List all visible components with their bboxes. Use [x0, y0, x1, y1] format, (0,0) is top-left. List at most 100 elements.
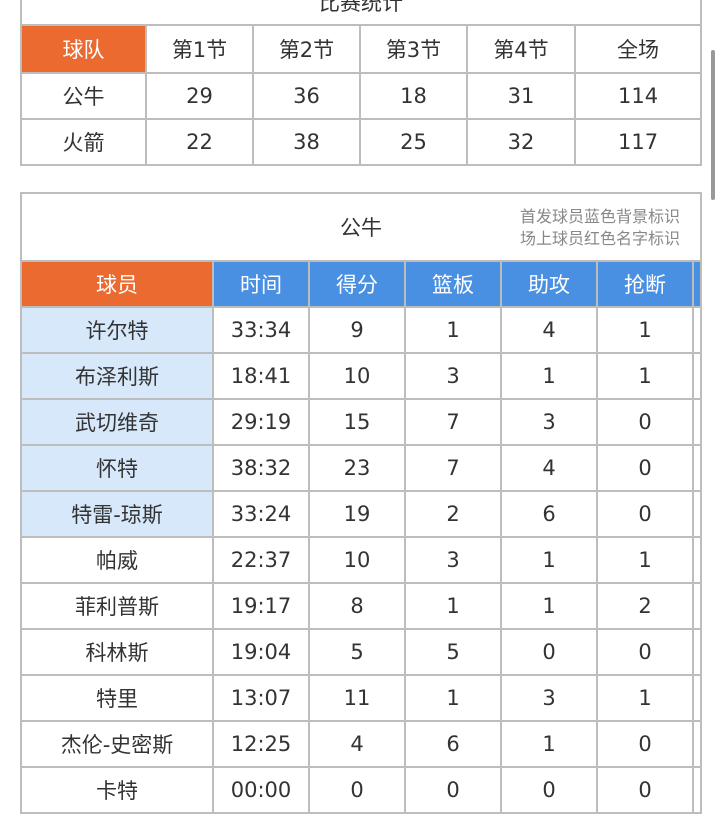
score-cell: 25 — [359, 118, 468, 166]
column-header: 篮板 — [404, 260, 502, 308]
player-row: 特雷-琼斯 33:24 19 2 6 0 — [20, 490, 703, 538]
player-row: 帕威 22:37 10 3 1 1 — [20, 536, 703, 584]
score-cell: 36 — [252, 72, 361, 120]
player-row: 怀特 38:32 23 7 4 0 — [20, 444, 703, 492]
stat-cell: 5 — [308, 628, 406, 676]
player-row: 布泽利斯 18:41 10 3 1 1 — [20, 352, 703, 400]
stat-cell: 19:04 — [212, 628, 310, 676]
stat-cell: 11 — [308, 674, 406, 722]
note-starter: 首发球员蓝色背景标识 — [520, 207, 681, 226]
player-name: 杰伦-史密斯 — [20, 720, 214, 768]
table-row: 火箭 22 38 25 32 117 — [20, 118, 703, 166]
player-row: 许尔特 33:34 9 1 4 1 — [20, 306, 703, 354]
player-name: 科林斯 — [20, 628, 214, 676]
legend-note: 首发球员蓝色背景标识 场上球员红色名字标识 — [520, 206, 680, 250]
player-name: 特雷-琼斯 — [20, 490, 214, 538]
player-stats-table: 公牛 首发球员蓝色背景标识 场上球员红色名字标识 球员 时间 得分 篮板 助攻 抢断 许尔特… — [19, 192, 703, 814]
stat-cell: 1 — [404, 674, 502, 722]
stat-cell: 22:37 — [212, 536, 310, 584]
stat-cell: 1 — [596, 352, 694, 400]
score-title: 比赛统计 — [19, 0, 703, 26]
stat-cell: 1 — [404, 306, 502, 354]
team-cell: 火箭 — [20, 118, 147, 166]
player-name: 卡特 — [20, 766, 214, 814]
stat-cell: 8 — [308, 582, 406, 630]
score-title-row: 比赛统计 — [19, 0, 703, 26]
score-cell: 31 — [466, 72, 576, 120]
column-header: 第4节 — [466, 24, 576, 74]
stat-cell: 0 — [596, 398, 694, 446]
scrollbar[interactable] — [711, 50, 715, 200]
overflow-cell — [691, 352, 703, 400]
player-name: 特里 — [20, 674, 214, 722]
stat-cell: 3 — [404, 536, 502, 584]
score-cell: 38 — [252, 118, 361, 166]
player-header-row: 球员 时间 得分 篮板 助攻 抢断 — [20, 260, 703, 308]
stat-cell: 2 — [404, 490, 502, 538]
stat-cell: 19:17 — [212, 582, 310, 630]
score-cell: 22 — [145, 118, 254, 166]
column-header: 全场 — [573, 24, 703, 74]
column-header-overflow — [691, 260, 703, 308]
overflow-cell — [691, 398, 703, 446]
overflow-cell — [691, 536, 703, 584]
stat-cell: 33:24 — [212, 490, 310, 538]
column-header: 第1节 — [145, 24, 254, 74]
stat-cell: 0 — [596, 628, 694, 676]
stat-cell: 3 — [500, 398, 598, 446]
stat-cell: 1 — [500, 536, 598, 584]
stat-cell: 4 — [500, 306, 598, 354]
stat-cell: 1 — [404, 582, 502, 630]
stat-cell: 23 — [308, 444, 406, 492]
stat-cell: 2 — [596, 582, 694, 630]
stat-cell: 33:34 — [212, 306, 310, 354]
stat-cell: 4 — [308, 720, 406, 768]
score-cell: 114 — [573, 72, 703, 120]
score-cell: 32 — [466, 118, 576, 166]
stat-cell: 12:25 — [212, 720, 310, 768]
stat-cell: 6 — [404, 720, 502, 768]
score-cell: 18 — [359, 72, 468, 120]
column-header: 抢断 — [596, 260, 694, 308]
note-on-court: 场上球员红色名字标识 — [520, 229, 681, 248]
stat-cell: 0 — [596, 444, 694, 492]
team-cell: 公牛 — [20, 72, 147, 120]
stat-cell: 1 — [596, 306, 694, 354]
overflow-cell — [691, 582, 703, 630]
score-header-row: 球队 第1节 第2节 第3节 第4节 全场 — [20, 24, 703, 74]
score-cell: 29 — [145, 72, 254, 120]
stat-cell: 0 — [404, 766, 502, 814]
stat-cell: 0 — [596, 766, 694, 814]
stat-cell: 10 — [308, 352, 406, 400]
column-header: 第2节 — [252, 24, 361, 74]
overflow-cell — [691, 306, 703, 354]
player-name: 帕威 — [20, 536, 214, 584]
column-header: 球员 — [20, 260, 214, 308]
stat-cell: 15 — [308, 398, 406, 446]
stat-cell: 0 — [596, 720, 694, 768]
player-name: 布泽利斯 — [20, 352, 214, 400]
stat-cell: 3 — [500, 674, 598, 722]
team-header: 公牛 首发球员蓝色背景标识 场上球员红色名字标识 — [19, 192, 703, 262]
stat-cell: 1 — [500, 720, 598, 768]
overflow-cell — [691, 720, 703, 768]
stat-cell: 38:32 — [212, 444, 310, 492]
stat-cell: 7 — [404, 444, 502, 492]
player-row: 科林斯 19:04 5 5 0 0 — [20, 628, 703, 676]
player-name: 怀特 — [20, 444, 214, 492]
column-header: 第3节 — [359, 24, 468, 74]
stat-cell: 1 — [500, 582, 598, 630]
stat-cell: 1 — [596, 674, 694, 722]
column-header: 得分 — [308, 260, 406, 308]
score-table: 比赛统计 球队 第1节 第2节 第3节 第4节 全场 公牛 29 36 18 31 114 火箭 22 38 2… — [19, 0, 703, 166]
stat-cell: 1 — [596, 536, 694, 584]
overflow-cell — [691, 444, 703, 492]
stat-cell: 9 — [308, 306, 406, 354]
column-header: 助攻 — [500, 260, 598, 308]
stat-cell: 1 — [500, 352, 598, 400]
player-name: 许尔特 — [20, 306, 214, 354]
stat-cell: 4 — [500, 444, 598, 492]
player-row: 菲利普斯 19:17 8 1 1 2 — [20, 582, 703, 630]
stat-cell: 13:07 — [212, 674, 310, 722]
player-name: 武切维奇 — [20, 398, 214, 446]
